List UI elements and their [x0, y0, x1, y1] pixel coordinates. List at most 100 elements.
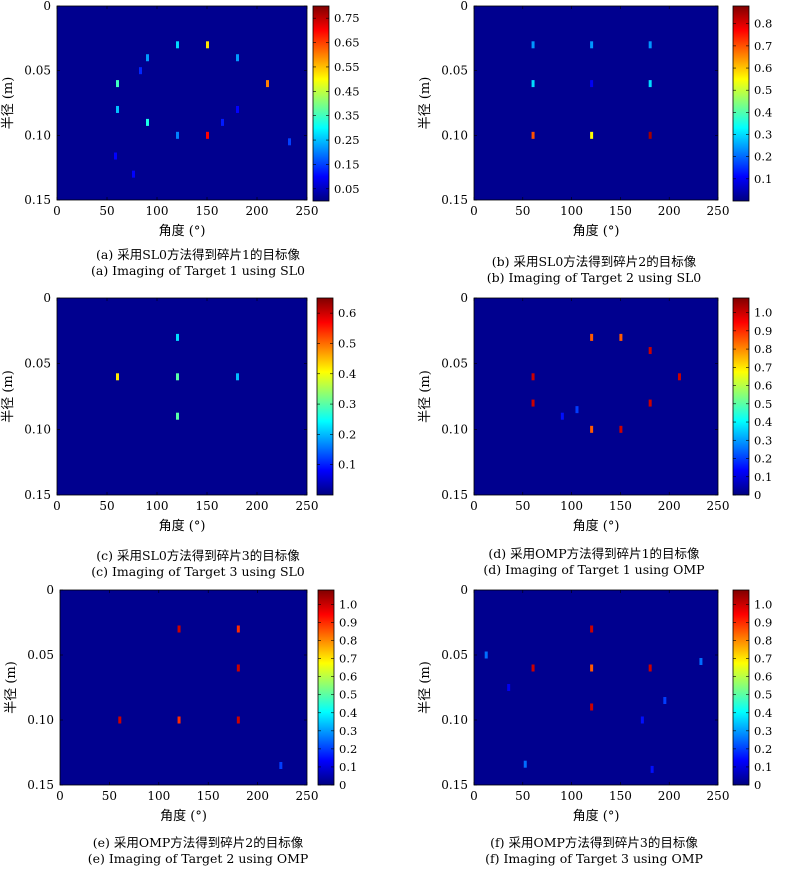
y-tick-label-3: 0.15 [441, 193, 468, 207]
colorbar [732, 589, 750, 786]
heatmap-cell-13 [288, 138, 291, 146]
caption-a-zh: (a) 采用SL0方法得到碎片1的目标像 [96, 247, 300, 262]
colorbar-tick-label-4: 0.4 [339, 706, 357, 720]
colorbar-tick-label-4: 0.4 [754, 706, 772, 720]
colorbar-tick-label-1: 0.2 [754, 150, 772, 164]
colorbar-tick-label-5: 0.5 [754, 397, 772, 411]
y-tick-label-1: 0.05 [24, 357, 51, 371]
caption-f-zh: (f) 采用OMP方法得到碎片3的目标像 [490, 835, 698, 850]
x-axis-label: 角度 (°) [160, 808, 207, 824]
caption-e: (e) 采用OMP方法得到碎片2的目标像 (e) Imaging of Targ… [0, 835, 396, 867]
heatmap-cell-4 [177, 716, 181, 724]
plot-area [474, 6, 718, 200]
colorbar-tick-label-2: 0.3 [338, 397, 356, 411]
colorbar-tick-label-4: 0.5 [754, 83, 772, 97]
colorbar-tick-label-0: 0.1 [754, 172, 772, 186]
x-tick-label-5: 250 [707, 204, 730, 218]
x-tick-label-0: 0 [470, 204, 478, 218]
heatmap-cell-10 [619, 425, 623, 433]
colorbar-tick-label-9: 0.9 [754, 616, 772, 630]
x-tick-label-1: 50 [515, 499, 530, 513]
y-tick-label-3: 0.15 [27, 778, 54, 792]
y-tick-label-1: 0.05 [27, 648, 54, 662]
plot-area [57, 298, 307, 495]
heatmap-cell-11 [650, 765, 654, 773]
colorbar-tick-label-6: 0.6 [754, 670, 772, 684]
x-tick-label-1: 50 [99, 499, 114, 513]
colorbar-tick-label-1: 0.2 [338, 427, 356, 441]
x-tick-label-5: 250 [296, 499, 319, 513]
caption-e-zh: (e) 采用OMP方法得到碎片2的目标像 [92, 835, 304, 850]
x-tick-label-1: 50 [99, 204, 114, 218]
y-tick-label-3: 0.15 [24, 488, 51, 502]
y-tick-label-1: 0.05 [441, 648, 468, 662]
x-tick-label-4: 200 [658, 789, 681, 803]
panel-b: 0 50 100 150 200 250 0 0.05 0.10 0.15 角度 (°) 半径 (m)… [418, 0, 772, 239]
x-axis-label: 角度 (°) [573, 808, 620, 824]
heatmap-cell-6 [531, 131, 535, 139]
colorbar [312, 5, 330, 202]
colorbar-tick-label-2: 0.2 [754, 742, 772, 756]
axes-frame [56, 297, 308, 496]
x-tick-label-3: 150 [609, 204, 632, 218]
colorbar-tick-label-3: 0.4 [338, 367, 356, 381]
colorbar [732, 297, 750, 496]
heatmap-cell-8 [648, 131, 652, 139]
colorbar-tick-label-1: 0.1 [339, 760, 357, 774]
colorbar-tick-label-5: 0.6 [338, 306, 356, 320]
colorbar-tick-label-3: 0.3 [754, 724, 772, 738]
x-tick-label-0: 0 [470, 499, 478, 513]
heatmap-cell-10 [523, 760, 527, 768]
colorbar-tick-label-9: 0.9 [339, 616, 357, 630]
heatmap-cell-0 [176, 41, 179, 49]
plot-area [57, 6, 307, 200]
heatmap-cell-7 [116, 105, 119, 113]
colorbar-tick-label-10: 1.0 [339, 597, 357, 611]
heatmap-cell-2 [146, 54, 149, 62]
heatmap-cell-5 [648, 664, 652, 672]
heatmap-cell-1 [484, 651, 488, 659]
colorbar-tick-label-7: 0.75 [334, 11, 360, 25]
x-tick-label-4: 200 [246, 204, 269, 218]
y-axis-label: 半径 (m) [418, 370, 433, 423]
heatmap-cell-3 [531, 80, 535, 88]
y-tick-label-0: 0 [460, 291, 468, 305]
colorbar-tick-label-9: 0.9 [754, 324, 772, 338]
y-tick-label-0: 0 [46, 583, 54, 597]
x-axis-label: 角度 (°) [159, 518, 206, 534]
y-tick-label-0: 0 [460, 583, 468, 597]
heatmap-cell-2 [648, 347, 652, 355]
x-tick-label-0: 0 [53, 204, 61, 218]
x-tick-label-5: 250 [296, 204, 319, 218]
colorbar-tick-label-7: 0.8 [754, 17, 772, 31]
caption-b-zh: (b) 采用SL0方法得到碎片2的目标像 [491, 254, 697, 269]
caption-c-zh: (c) 采用SL0方法得到碎片3的目标像 [96, 548, 300, 563]
caption-b: (b) 采用SL0方法得到碎片2的目标像 (b) Imaging of Targ… [396, 254, 792, 286]
heatmap-cell-5 [531, 399, 535, 407]
heatmap-cell-3 [531, 664, 535, 672]
x-tick-label-2: 100 [560, 789, 583, 803]
colorbar-tick-label-8: 0.8 [754, 634, 772, 648]
colorbar-tick-label-0: 0 [339, 778, 346, 792]
colorbar-tick-label-8: 0.8 [339, 634, 357, 648]
heatmap-cell-2 [236, 664, 240, 672]
heatmap-cell-7 [590, 131, 594, 139]
heatmap-cell-4 [176, 412, 179, 420]
x-axis-label: 角度 (°) [573, 223, 620, 239]
x-tick-label-5: 250 [296, 789, 319, 803]
x-tick-label-0: 0 [56, 789, 64, 803]
heatmap-cell-0 [590, 625, 594, 633]
x-tick-label-4: 200 [246, 789, 269, 803]
y-tick-label-3: 0.15 [441, 778, 468, 792]
plot-area [474, 590, 718, 785]
y-tick-label-2: 0.10 [441, 128, 468, 142]
heatmap-cell-1 [236, 625, 240, 633]
heatmap-cell-1 [590, 41, 594, 49]
y-tick-label-1: 0.05 [441, 357, 468, 371]
x-tick-label-3: 150 [196, 204, 219, 218]
colorbar-tick-label-1: 0.15 [334, 157, 360, 171]
y-tick-label-0: 0 [460, 0, 468, 13]
colorbar [317, 589, 335, 786]
